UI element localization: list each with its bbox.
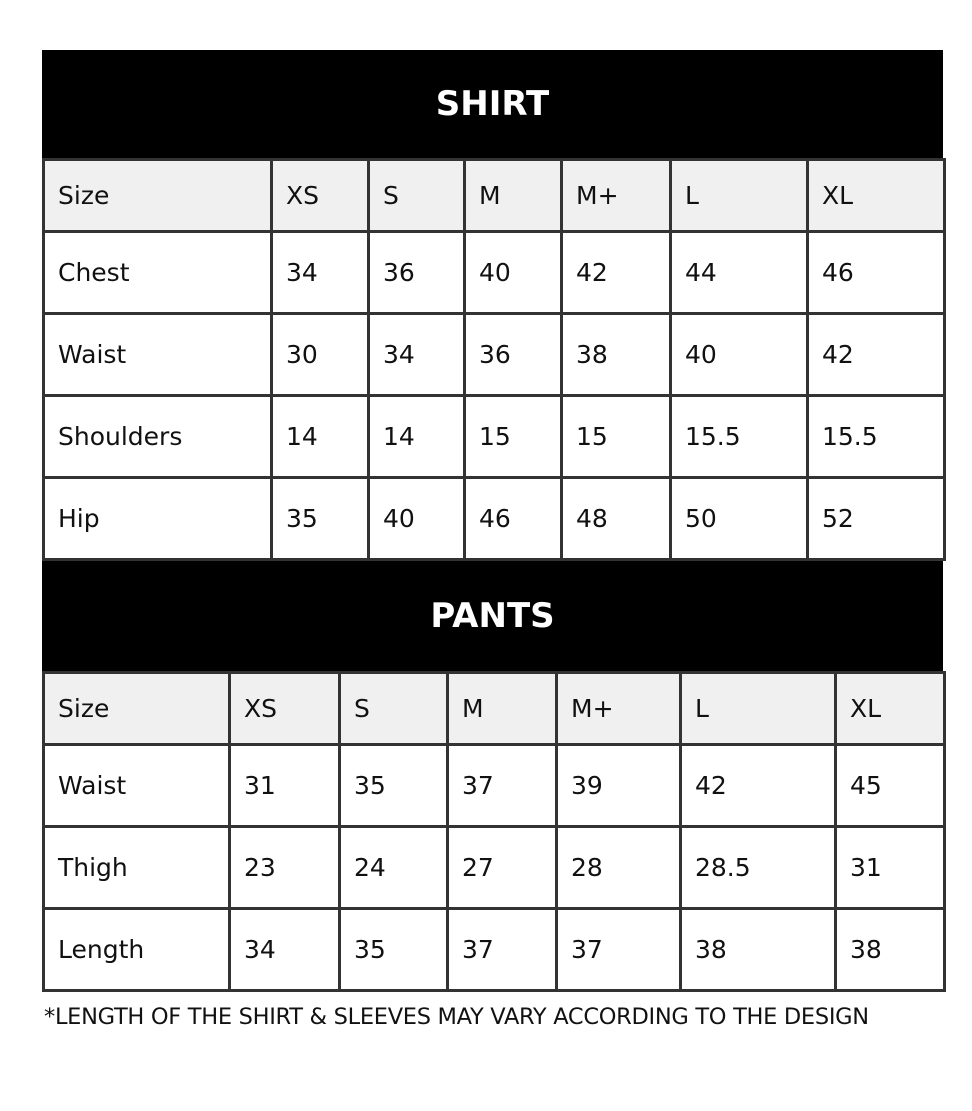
cell: M+ — [555, 671, 682, 746]
table-row: Hip 35 40 46 48 50 52 — [42, 476, 946, 561]
cell: 45 — [834, 743, 946, 828]
shirt-table: Size XS S M M+ L XL Chest 34 36 40 42 44 46 Waist 30 34 3… — [42, 158, 946, 561]
cell: 34 — [228, 907, 341, 992]
cell: 28 — [555, 825, 682, 910]
cell: 37 — [555, 907, 682, 992]
cell: 42 — [679, 743, 837, 828]
cell: 46 — [463, 476, 563, 561]
cell: 14 — [270, 394, 370, 479]
cell: 46 — [806, 230, 946, 315]
cell: 28.5 — [679, 825, 837, 910]
size-chart: SHIRT Size XS S M M+ L XL Chest 34 36 40 42 44 46 Wais… — [42, 50, 946, 992]
row-label: Size — [42, 158, 273, 233]
cell: L — [669, 158, 809, 233]
cell: 34 — [367, 312, 466, 397]
cell: S — [338, 671, 449, 746]
shirt-title: SHIRT — [42, 50, 943, 158]
table-row: Length 34 35 37 37 38 38 — [42, 907, 946, 992]
cell: 35 — [338, 743, 449, 828]
cell: 37 — [446, 743, 558, 828]
cell: 42 — [806, 312, 946, 397]
row-label: Size — [42, 671, 231, 746]
cell: M — [463, 158, 563, 233]
cell: 14 — [367, 394, 466, 479]
header-row: Size XS S M M+ L XL — [42, 671, 946, 746]
cell: 38 — [679, 907, 837, 992]
cell: 35 — [338, 907, 449, 992]
cell: XS — [228, 671, 341, 746]
cell: M+ — [560, 158, 672, 233]
cell: 31 — [834, 825, 946, 910]
cell: 39 — [555, 743, 682, 828]
cell: M — [446, 671, 558, 746]
footnote: *LENGTH OF THE SHIRT & SLEEVES MAY VARY … — [44, 1004, 869, 1030]
cell: 36 — [367, 230, 466, 315]
cell: 15 — [560, 394, 672, 479]
cell: 37 — [446, 907, 558, 992]
pants-title: PANTS — [42, 561, 943, 671]
cell: 40 — [463, 230, 563, 315]
table-row: Chest 34 36 40 42 44 46 — [42, 230, 946, 315]
cell: S — [367, 158, 466, 233]
cell: 42 — [560, 230, 672, 315]
cell: 15 — [463, 394, 563, 479]
cell: 48 — [560, 476, 672, 561]
cell: 44 — [669, 230, 809, 315]
cell: 15.5 — [669, 394, 809, 479]
cell: XL — [806, 158, 946, 233]
cell: 27 — [446, 825, 558, 910]
cell: 52 — [806, 476, 946, 561]
table-row: Thigh 23 24 27 28 28.5 31 — [42, 825, 946, 910]
cell: XL — [834, 671, 946, 746]
row-label: Chest — [42, 230, 273, 315]
cell: 15.5 — [806, 394, 946, 479]
table-row: Waist 30 34 36 38 40 42 — [42, 312, 946, 397]
row-label: Waist — [42, 743, 231, 828]
row-label: Waist — [42, 312, 273, 397]
cell: 38 — [560, 312, 672, 397]
row-label: Shoulders — [42, 394, 273, 479]
cell: 40 — [669, 312, 809, 397]
header-row: Size XS S M M+ L XL — [42, 158, 946, 233]
cell: 30 — [270, 312, 370, 397]
table-row: Shoulders 14 14 15 15 15.5 15.5 — [42, 394, 946, 479]
cell: 24 — [338, 825, 449, 910]
cell: XS — [270, 158, 370, 233]
cell: 23 — [228, 825, 341, 910]
cell: 31 — [228, 743, 341, 828]
row-label: Hip — [42, 476, 273, 561]
cell: 50 — [669, 476, 809, 561]
cell: 34 — [270, 230, 370, 315]
cell: 38 — [834, 907, 946, 992]
row-label: Thigh — [42, 825, 231, 910]
table-row: Waist 31 35 37 39 42 45 — [42, 743, 946, 828]
cell: 40 — [367, 476, 466, 561]
pants-table: Size XS S M M+ L XL Waist 31 35 37 39 42 45 Thigh 23 24 2… — [42, 671, 946, 992]
cell: L — [679, 671, 837, 746]
row-label: Length — [42, 907, 231, 992]
cell: 36 — [463, 312, 563, 397]
cell: 35 — [270, 476, 370, 561]
